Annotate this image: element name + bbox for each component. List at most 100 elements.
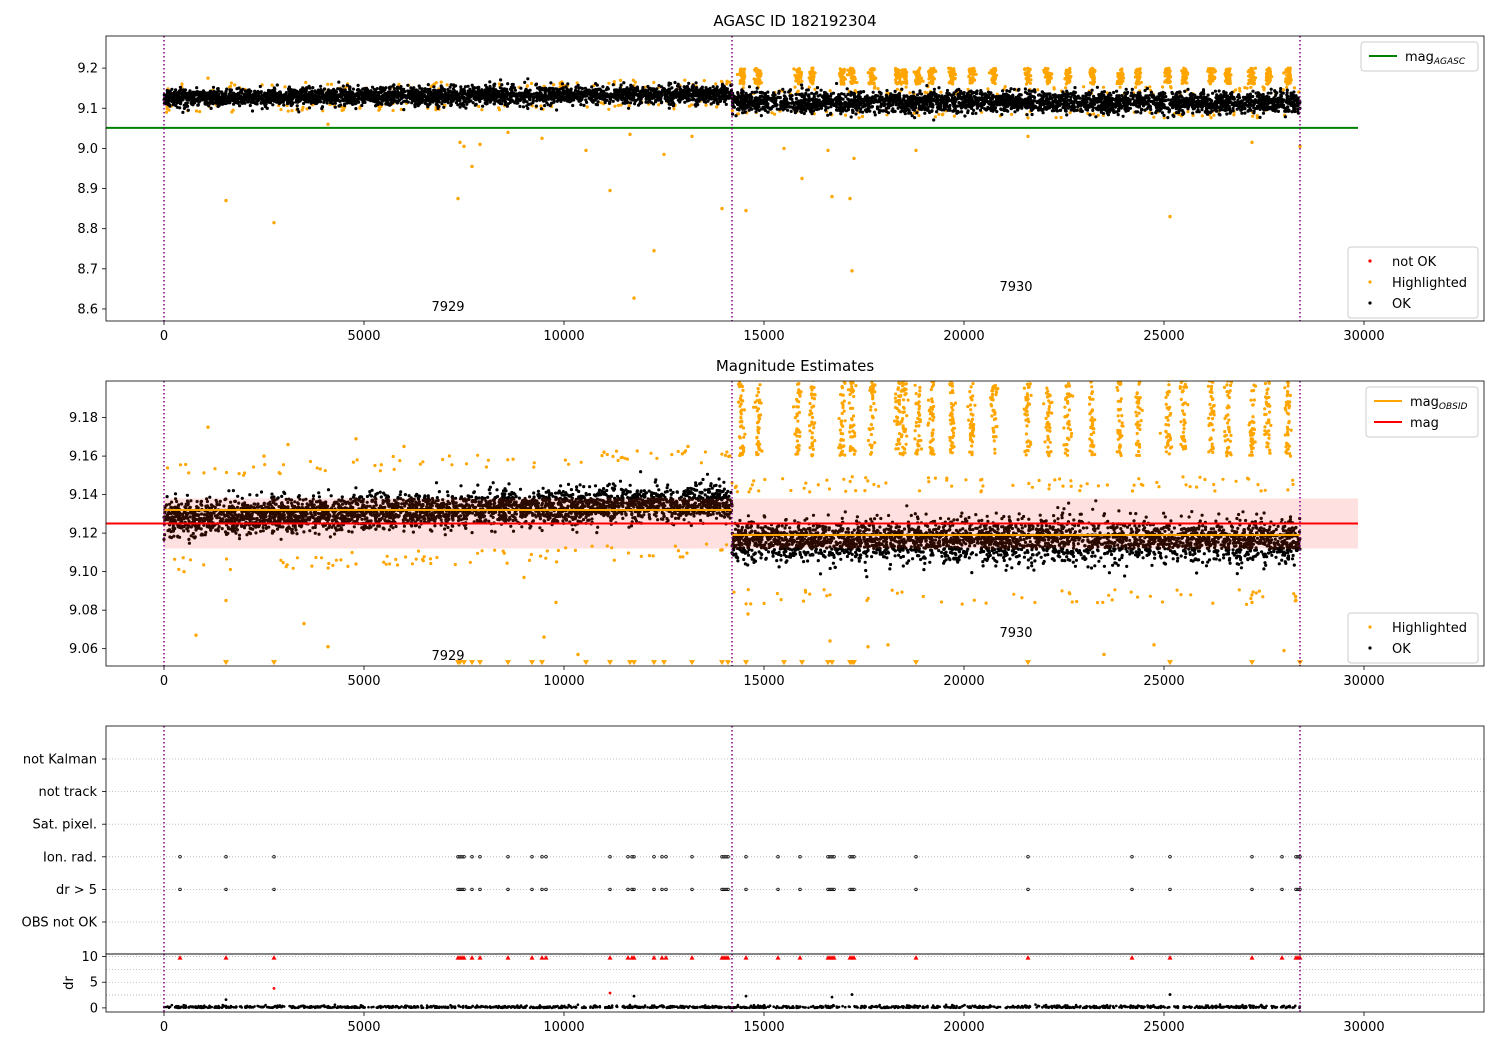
highlighted-point bbox=[1119, 78, 1123, 82]
highlighted-point bbox=[916, 71, 921, 75]
ok-point bbox=[671, 104, 676, 108]
highlighted-point bbox=[969, 81, 973, 85]
ok-point bbox=[555, 108, 559, 112]
ok-point bbox=[503, 98, 507, 102]
ok-point bbox=[431, 100, 435, 104]
ok-point bbox=[413, 95, 417, 99]
ok-point bbox=[607, 101, 612, 105]
ok-point bbox=[645, 91, 649, 95]
ok-point bbox=[722, 91, 726, 95]
highlighted-point bbox=[1023, 71, 1027, 75]
ok-point bbox=[430, 97, 435, 101]
ok-point bbox=[556, 97, 560, 101]
highlighted-point bbox=[1249, 85, 1253, 89]
highlighted-point bbox=[930, 80, 934, 84]
ok-point bbox=[333, 105, 337, 109]
highlighted-point bbox=[797, 67, 801, 71]
ok-point bbox=[680, 89, 684, 93]
highlighted-point bbox=[1180, 81, 1184, 85]
ok-point bbox=[289, 92, 293, 96]
ok-point bbox=[662, 88, 666, 92]
ok-point bbox=[201, 96, 205, 100]
ok-point bbox=[573, 88, 578, 93]
ok-point bbox=[722, 100, 727, 104]
ok-point bbox=[502, 89, 507, 93]
ok-point bbox=[564, 96, 568, 100]
ok-point bbox=[278, 90, 282, 94]
ok-point bbox=[574, 85, 578, 90]
ok-point bbox=[668, 99, 672, 103]
highlighted-point bbox=[1090, 72, 1094, 76]
highlighted-point bbox=[480, 108, 484, 112]
ok-point bbox=[443, 93, 447, 97]
ok-point bbox=[590, 93, 594, 97]
ok-point bbox=[401, 95, 406, 99]
ok-point bbox=[258, 84, 262, 89]
highlighted-point bbox=[1212, 113, 1216, 117]
ok-point bbox=[535, 99, 539, 103]
ok-point bbox=[566, 90, 571, 94]
ok-point bbox=[242, 93, 246, 97]
highlighted-point bbox=[742, 67, 747, 71]
ok-point bbox=[238, 100, 242, 104]
highlighted-point bbox=[770, 111, 774, 115]
highlighted-point bbox=[290, 109, 294, 113]
highlighted-point bbox=[870, 67, 874, 71]
highlighted-point bbox=[795, 70, 800, 74]
highlighted-point bbox=[1049, 72, 1054, 76]
highlighted-point bbox=[933, 69, 937, 73]
ok-point bbox=[815, 86, 820, 90]
ok-point bbox=[646, 84, 650, 89]
highlighted-point bbox=[796, 89, 800, 93]
ok-point bbox=[1124, 87, 1128, 91]
ok-point bbox=[315, 94, 320, 98]
ok-point bbox=[611, 83, 615, 87]
ok-point bbox=[469, 92, 473, 96]
ok-point bbox=[391, 100, 395, 105]
ok-point bbox=[582, 90, 587, 94]
ok-point bbox=[459, 90, 463, 94]
ok-point bbox=[476, 85, 480, 90]
ok-point bbox=[520, 91, 524, 95]
ok-point bbox=[706, 88, 710, 92]
ok-point bbox=[185, 104, 190, 108]
ok-point bbox=[354, 101, 358, 105]
ok-point bbox=[356, 83, 360, 87]
highlighted-point bbox=[1064, 82, 1068, 86]
ok-point bbox=[503, 102, 507, 107]
ok-point bbox=[568, 95, 572, 100]
highlighted-point bbox=[1136, 81, 1140, 85]
ok-point bbox=[639, 97, 643, 101]
highlighted-point bbox=[807, 85, 811, 89]
ok-point bbox=[681, 95, 685, 100]
highlighted-point bbox=[1096, 113, 1100, 117]
highlighted-point bbox=[1246, 70, 1250, 74]
highlighted-point bbox=[283, 85, 287, 89]
highlighted-point bbox=[952, 67, 956, 71]
ok-point bbox=[583, 86, 588, 90]
highlighted-point bbox=[552, 83, 556, 87]
ok-point bbox=[646, 100, 650, 104]
ok-point bbox=[563, 89, 567, 94]
highlighted-point bbox=[986, 87, 990, 91]
highlighted-point bbox=[796, 80, 801, 84]
ok-point bbox=[611, 99, 615, 103]
highlighted-point bbox=[1027, 78, 1031, 82]
ok-point bbox=[509, 98, 514, 102]
ok-point bbox=[602, 91, 606, 95]
ok-point bbox=[497, 92, 501, 96]
highlighted-point bbox=[1118, 72, 1122, 76]
ok-point bbox=[630, 85, 634, 89]
highlighted-point bbox=[810, 74, 814, 78]
highlighted-point bbox=[876, 87, 880, 91]
highlighted-point bbox=[1255, 114, 1259, 118]
ok-point bbox=[355, 88, 360, 92]
ok-point bbox=[193, 91, 198, 96]
ok-point bbox=[348, 98, 352, 102]
ok-point bbox=[655, 93, 659, 97]
ok-point bbox=[321, 89, 325, 93]
highlighted-point bbox=[896, 72, 900, 76]
ok-point bbox=[178, 89, 182, 93]
highlighted-point bbox=[1209, 116, 1213, 120]
ok-point bbox=[463, 85, 467, 89]
